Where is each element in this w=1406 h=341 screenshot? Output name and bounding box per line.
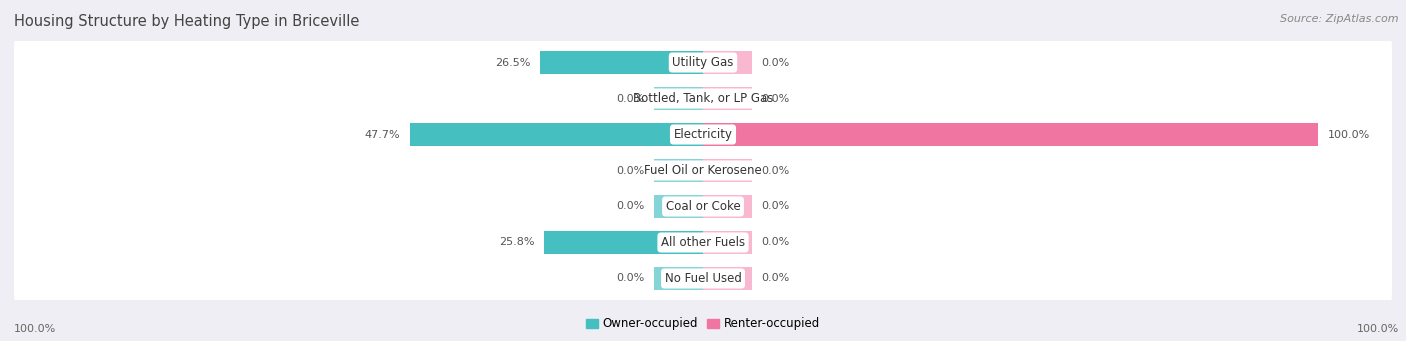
Text: Electricity: Electricity	[673, 128, 733, 141]
Bar	[654, 267, 703, 290]
Bar	[544, 231, 703, 254]
Text: Source: ZipAtlas.com: Source: ZipAtlas.com	[1281, 14, 1399, 24]
Text: 0.0%: 0.0%	[616, 273, 644, 283]
FancyBboxPatch shape	[14, 109, 1392, 160]
Text: Bottled, Tank, or LP Gas: Bottled, Tank, or LP Gas	[633, 92, 773, 105]
FancyBboxPatch shape	[15, 110, 1391, 160]
FancyBboxPatch shape	[15, 74, 1391, 124]
Text: 0.0%: 0.0%	[616, 165, 644, 176]
Text: 26.5%: 26.5%	[495, 58, 531, 68]
Bar	[703, 51, 752, 74]
Bar	[703, 231, 752, 254]
FancyBboxPatch shape	[14, 37, 1392, 88]
Text: 25.8%: 25.8%	[499, 237, 536, 248]
FancyBboxPatch shape	[14, 217, 1392, 268]
Text: 0.0%: 0.0%	[616, 202, 644, 211]
Text: 47.7%: 47.7%	[364, 130, 401, 139]
FancyBboxPatch shape	[15, 38, 1391, 88]
FancyBboxPatch shape	[15, 218, 1391, 268]
Text: Utility Gas: Utility Gas	[672, 56, 734, 69]
Text: 0.0%: 0.0%	[762, 202, 790, 211]
FancyBboxPatch shape	[14, 181, 1392, 232]
Bar	[703, 159, 752, 182]
Bar	[703, 123, 1319, 146]
FancyBboxPatch shape	[15, 254, 1391, 305]
Text: 0.0%: 0.0%	[762, 237, 790, 248]
FancyBboxPatch shape	[14, 145, 1392, 196]
Bar	[654, 159, 703, 182]
Text: Fuel Oil or Kerosene: Fuel Oil or Kerosene	[644, 164, 762, 177]
Text: 0.0%: 0.0%	[762, 93, 790, 104]
FancyBboxPatch shape	[15, 146, 1391, 196]
FancyBboxPatch shape	[14, 73, 1392, 124]
Bar	[654, 195, 703, 218]
Bar	[703, 267, 752, 290]
Text: 100.0%: 100.0%	[1327, 130, 1369, 139]
Text: 0.0%: 0.0%	[762, 165, 790, 176]
Bar	[703, 195, 752, 218]
Text: 0.0%: 0.0%	[762, 273, 790, 283]
Text: Coal or Coke: Coal or Coke	[665, 200, 741, 213]
Legend: Owner-occupied, Renter-occupied: Owner-occupied, Renter-occupied	[581, 313, 825, 335]
Text: No Fuel Used: No Fuel Used	[665, 272, 741, 285]
FancyBboxPatch shape	[14, 253, 1392, 304]
Text: Housing Structure by Heating Type in Briceville: Housing Structure by Heating Type in Bri…	[14, 14, 360, 29]
Text: 100.0%: 100.0%	[1357, 324, 1399, 334]
Bar	[703, 87, 752, 110]
FancyBboxPatch shape	[15, 182, 1391, 233]
Text: 0.0%: 0.0%	[616, 93, 644, 104]
Bar	[654, 87, 703, 110]
Bar	[409, 123, 703, 146]
Text: 100.0%: 100.0%	[14, 324, 56, 334]
Text: 0.0%: 0.0%	[762, 58, 790, 68]
Text: All other Fuels: All other Fuels	[661, 236, 745, 249]
Bar	[540, 51, 703, 74]
